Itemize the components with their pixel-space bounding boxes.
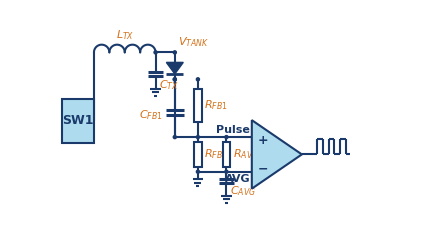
Text: Pulse: Pulse bbox=[216, 125, 250, 135]
Bar bbox=[222, 142, 230, 167]
Text: $C_{AVG}$: $C_{AVG}$ bbox=[230, 184, 256, 198]
Bar bbox=[194, 89, 201, 122]
Text: $R_{FB1}$: $R_{FB1}$ bbox=[204, 99, 227, 112]
Circle shape bbox=[154, 51, 157, 54]
Text: $L_{TX}$: $L_{TX}$ bbox=[115, 28, 134, 41]
Circle shape bbox=[173, 51, 176, 54]
Text: $C_{TX}$: $C_{TX}$ bbox=[159, 78, 179, 92]
Text: $C_{FB1}$: $C_{FB1}$ bbox=[138, 108, 162, 122]
Text: SW1: SW1 bbox=[62, 114, 93, 127]
Text: −: − bbox=[257, 162, 268, 175]
Text: +: + bbox=[257, 134, 268, 147]
Text: $R_{AVG}$: $R_{AVG}$ bbox=[232, 148, 258, 161]
Bar bbox=[194, 142, 201, 167]
Circle shape bbox=[224, 170, 227, 173]
Text: $R_{FB2}$: $R_{FB2}$ bbox=[204, 148, 227, 161]
Polygon shape bbox=[251, 120, 301, 189]
FancyBboxPatch shape bbox=[62, 99, 94, 143]
Text: $V_{TANK}$: $V_{TANK}$ bbox=[178, 35, 208, 49]
Circle shape bbox=[224, 135, 227, 139]
Circle shape bbox=[173, 78, 176, 81]
Text: AVG: AVG bbox=[224, 174, 250, 184]
Circle shape bbox=[196, 78, 199, 81]
Circle shape bbox=[196, 170, 199, 173]
Circle shape bbox=[196, 135, 199, 139]
Circle shape bbox=[173, 78, 176, 81]
Circle shape bbox=[173, 135, 176, 139]
Polygon shape bbox=[166, 62, 183, 74]
